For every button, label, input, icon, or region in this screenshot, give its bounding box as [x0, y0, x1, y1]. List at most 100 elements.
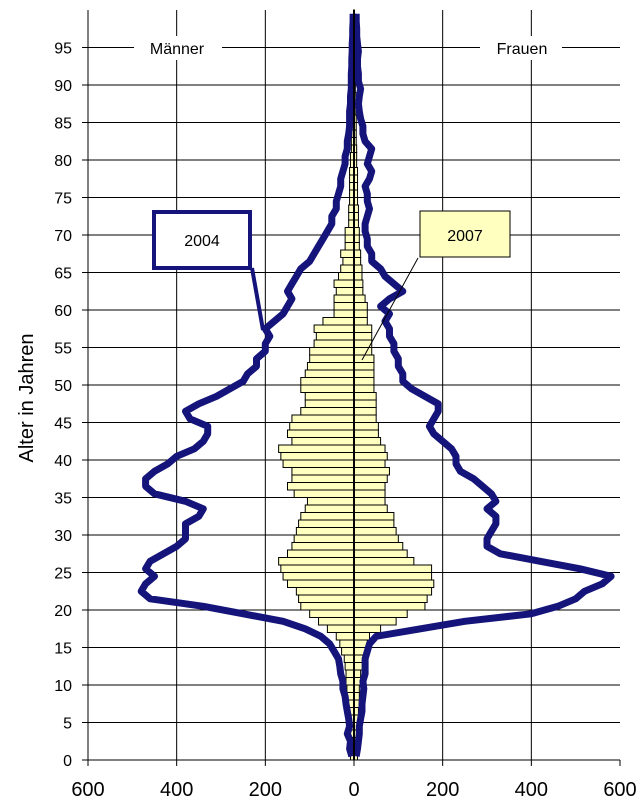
bar-2007-male-59 [333, 309, 355, 318]
maenner-label: Männer [150, 41, 205, 58]
bar-2007-male-47 [304, 399, 355, 408]
bar-2007-male-10 [345, 677, 355, 686]
bar-2007-male-16 [335, 632, 355, 641]
bar-2007-male-29 [293, 534, 355, 543]
bar-2007-female-47 [353, 399, 377, 408]
maenner-label-bg [134, 36, 222, 60]
bar-2007-male-28 [291, 542, 355, 551]
bar-2007-male-27 [287, 549, 355, 558]
bar-2007-male-14 [341, 647, 355, 656]
callout-2004-leader [250, 267, 265, 331]
bar-2007-male-54 [309, 347, 355, 356]
bar-2007-female-42 [353, 437, 382, 446]
callout-2004-text: 2004 [184, 233, 220, 250]
axes [82, 10, 621, 766]
bar-2007-male-31 [298, 519, 355, 528]
bar-2007-female-44 [353, 422, 379, 431]
y-tick-label-60: 60 [54, 303, 72, 320]
bar-2007-female-60 [353, 302, 368, 311]
x-tick-label-6: 600 [603, 779, 636, 801]
y-tick-label-90: 90 [54, 78, 72, 95]
y-tick-label-70: 70 [54, 228, 72, 245]
bar-2007-male-18 [318, 617, 355, 626]
bar-2007-male-49 [300, 384, 355, 393]
bar-2007-male-32 [300, 512, 355, 521]
bar-2007-male-60 [333, 302, 355, 311]
bar-2007-male-36 [287, 482, 355, 491]
bar-2007-female-18 [353, 617, 397, 626]
bar-2007-male-51 [304, 369, 355, 378]
y-tick-label-50: 50 [54, 378, 72, 395]
bar-2007-male-35 [293, 489, 355, 498]
bar-2007-male-57 [313, 324, 355, 333]
bar-2007-female-20 [353, 602, 426, 611]
x-tick-label-4: 200 [426, 779, 459, 801]
bar-2007-male-34 [306, 497, 355, 506]
y-tick-label-55: 55 [54, 341, 72, 358]
bar-2007-female-12 [353, 662, 364, 671]
bar-2007-male-46 [300, 407, 355, 416]
bar-2007-female-45 [353, 414, 377, 423]
x-tick-label-5: 400 [515, 779, 548, 801]
x-tick-label-0: 600 [71, 779, 104, 801]
bars-2007 [278, 9, 435, 761]
bar-2007-male-58 [322, 317, 355, 326]
bar-2007-female-19 [353, 609, 408, 618]
y-tick-label-5: 5 [63, 716, 72, 733]
outline-2004 [137, 13, 615, 758]
bar-2007-female-31 [353, 519, 395, 528]
bar-2007-female-48 [353, 392, 377, 401]
frauen-label-bg [480, 36, 562, 60]
bar-2007-male-44 [289, 422, 355, 431]
bar-2007-male-15 [339, 639, 355, 648]
callout-2007-text: 2007 [447, 228, 483, 245]
y-tick-label-40: 40 [54, 453, 72, 470]
bar-2007-male-12 [344, 662, 355, 671]
y-tick-label-0: 0 [63, 753, 72, 770]
bar-2007-male-64 [337, 272, 355, 281]
bar-2007-female-58 [353, 317, 368, 326]
bar-2007-male-45 [291, 414, 355, 423]
y-tick-label-45: 45 [54, 416, 72, 433]
bar-2007-female-51 [353, 369, 375, 378]
bar-2007-female-41 [353, 444, 386, 453]
bar-2007-female-56 [353, 332, 373, 341]
bar-2007-male-52 [306, 362, 355, 371]
bar-2007-female-57 [353, 324, 373, 333]
y-tick-label-25: 25 [54, 566, 72, 583]
y-axis-label: Alter in Jahren [16, 334, 38, 463]
bar-2007-female-27 [353, 549, 408, 558]
bar-2007-male-30 [295, 527, 355, 536]
bar-2007-female-40 [353, 452, 388, 461]
bar-2007-female-36 [353, 482, 386, 491]
bar-2007-female-17 [353, 624, 382, 633]
callout-2004-box [152, 210, 252, 270]
bar-2007-male-23 [287, 579, 355, 588]
bar-2007-male-40 [280, 452, 355, 461]
bar-2007-female-29 [353, 534, 399, 543]
bar-2007-female-16 [353, 632, 371, 641]
bar-2007-female-28 [353, 542, 404, 551]
bar-2007-female-49 [353, 384, 375, 393]
bar-2007-male-13 [343, 654, 355, 663]
bar-2007-male-11 [345, 669, 355, 678]
bar-2007-female-65 [353, 264, 363, 273]
bar-2007-female-39 [353, 459, 386, 468]
y-tick-label-75: 75 [54, 191, 72, 208]
bar-2007-female-23 [353, 579, 435, 588]
bar-2007-male-68 [344, 242, 355, 251]
bar-2007-female-24 [353, 572, 433, 581]
bar-2007-female-38 [353, 467, 390, 476]
bar-2007-male-41 [278, 444, 355, 453]
bar-2007-female-37 [353, 474, 388, 483]
x-tick-label-2: 200 [249, 779, 282, 801]
bar-2007-male-39 [282, 459, 355, 468]
bar-2007-female-52 [353, 362, 375, 371]
bar-2007-female-33 [353, 504, 388, 513]
bar-2007-male-38 [291, 467, 355, 476]
bar-2007-female-54 [353, 347, 373, 356]
bar-2007-male-61 [333, 294, 355, 303]
bar-2007-male-65 [340, 264, 355, 273]
y-tick-label-80: 80 [54, 153, 72, 170]
